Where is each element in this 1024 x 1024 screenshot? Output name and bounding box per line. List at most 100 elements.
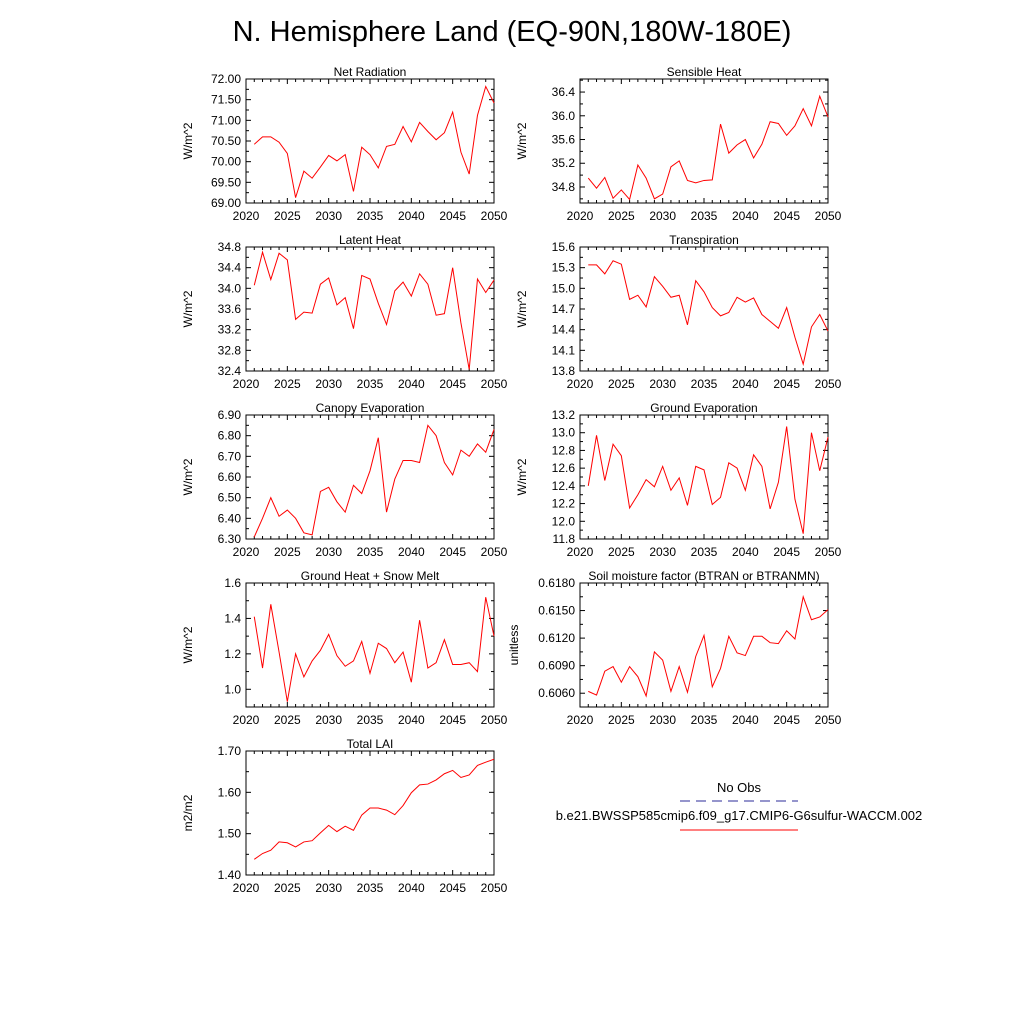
y-tick-label: 1.70 — [218, 744, 242, 758]
y-tick-label: 13.0 — [552, 426, 576, 440]
x-tick-label: 2040 — [732, 545, 759, 559]
x-tick-label: 2030 — [315, 209, 342, 223]
x-tick-label: 2020 — [233, 713, 260, 727]
y-axis-label: unitless — [507, 625, 521, 666]
x-tick-label: 2045 — [439, 209, 466, 223]
y-tick-label: 14.1 — [552, 343, 576, 357]
x-tick-label: 2050 — [815, 545, 842, 559]
panel-title: Ground Evaporation — [650, 401, 757, 415]
x-tick-label: 2045 — [773, 377, 800, 391]
panel-5: Ground Evaporation 2020 2025 2030 2035 2040 20… — [515, 401, 842, 559]
y-tick-label: 12.4 — [552, 479, 576, 493]
y-tick-label: 13.2 — [552, 408, 576, 422]
series-line — [587, 426, 829, 534]
y-tick-label: 6.40 — [218, 511, 242, 525]
x-tick-label: 2040 — [398, 713, 425, 727]
x-tick-label: 2030 — [649, 713, 676, 727]
y-tick-label: 33.2 — [218, 323, 242, 337]
x-tick-label: 2025 — [274, 713, 301, 727]
x-tick-label: 2025 — [274, 209, 301, 223]
panels: Net Radiation 2020 2025 2030 2035 2040 2045 205… — [181, 65, 842, 895]
y-axis-label: W/m^2 — [515, 122, 529, 159]
y-tick-label: 14.4 — [552, 323, 576, 337]
x-tick-label: 2035 — [691, 713, 718, 727]
legend-label-no-obs: No Obs — [717, 780, 762, 795]
x-tick-label: 2020 — [233, 377, 260, 391]
x-tick-label: 2020 — [567, 545, 594, 559]
x-tick-label: 2020 — [567, 209, 594, 223]
y-tick-label: 14.7 — [552, 302, 576, 316]
x-tick-label: 2035 — [357, 545, 384, 559]
y-tick-label: 6.80 — [218, 429, 242, 443]
x-tick-label: 2025 — [608, 713, 635, 727]
x-tick-label: 2030 — [649, 377, 676, 391]
y-tick-label: 12.2 — [552, 497, 576, 511]
x-tick-label: 2030 — [649, 209, 676, 223]
y-tick-label: 72.00 — [211, 72, 241, 86]
x-tick-label: 2020 — [567, 377, 594, 391]
x-tick-label: 2040 — [732, 713, 759, 727]
y-axis-label: W/m^2 — [181, 290, 195, 327]
x-tick-label: 2050 — [815, 713, 842, 727]
series-line — [253, 758, 495, 860]
panel-title: Sensible Heat — [667, 65, 742, 79]
x-tick-label: 2045 — [773, 209, 800, 223]
y-tick-label: 69.00 — [211, 196, 241, 210]
panel-8: Total LAI 2020 2025 2030 2035 2040 2045 2050 1.4… — [181, 737, 508, 895]
y-tick-label: 12.6 — [552, 461, 576, 475]
y-tick-label: 12.0 — [552, 514, 576, 528]
figure-title: N. Hemisphere Land (EQ-90N,180W-180E) — [233, 16, 792, 48]
x-tick-label: 2050 — [481, 377, 508, 391]
y-tick-label: 6.60 — [218, 470, 242, 484]
x-tick-label: 2035 — [357, 209, 384, 223]
x-tick-label: 2020 — [233, 209, 260, 223]
y-tick-label: 34.4 — [218, 261, 242, 275]
x-tick-label: 2030 — [315, 545, 342, 559]
panel-title: Latent Heat — [339, 233, 402, 247]
y-tick-label: 1.50 — [218, 827, 242, 841]
y-tick-label: 0.6090 — [538, 659, 575, 673]
x-tick-label: 2040 — [398, 209, 425, 223]
y-tick-label: 0.6180 — [538, 576, 575, 590]
x-tick-label: 2025 — [274, 881, 301, 895]
x-tick-label: 2040 — [398, 881, 425, 895]
x-tick-label: 2035 — [357, 881, 384, 895]
x-tick-label: 2045 — [439, 377, 466, 391]
y-axis-label: m2/m2 — [181, 794, 195, 831]
x-tick-label: 2035 — [357, 713, 384, 727]
x-tick-label: 2050 — [481, 545, 508, 559]
panel-0: Net Radiation 2020 2025 2030 2035 2040 2045 205… — [181, 65, 508, 223]
x-tick-label: 2030 — [315, 713, 342, 727]
x-tick-label: 2020 — [567, 713, 594, 727]
series-line — [253, 424, 495, 538]
panel-title: Canopy Evaporation — [316, 401, 425, 415]
panel-4: Canopy Evaporation 2020 2025 2030 2035 2040 20… — [181, 401, 508, 559]
x-tick-label: 2035 — [691, 545, 718, 559]
y-tick-label: 0.6060 — [538, 686, 575, 700]
y-tick-label: 35.2 — [552, 156, 576, 170]
x-tick-label: 2020 — [233, 545, 260, 559]
y-tick-label: 33.6 — [218, 302, 242, 316]
x-tick-label: 2045 — [773, 545, 800, 559]
panel-title: Total LAI — [347, 737, 394, 751]
series-line — [253, 597, 495, 702]
y-tick-label: 36.4 — [552, 85, 576, 99]
y-tick-label: 15.6 — [552, 240, 576, 254]
x-tick-label: 2050 — [481, 881, 508, 895]
y-tick-label: 70.50 — [211, 134, 241, 148]
y-tick-label: 71.00 — [211, 113, 241, 127]
y-tick-label: 12.8 — [552, 443, 576, 457]
y-tick-label: 1.6 — [224, 576, 241, 590]
x-tick-label: 2035 — [691, 377, 718, 391]
x-tick-label: 2030 — [315, 377, 342, 391]
panel-6: Ground Heat + Snow Melt 2020 2025 2030 2035 2… — [181, 569, 508, 727]
y-tick-label: 15.0 — [552, 281, 576, 295]
panel-title: Net Radiation — [334, 65, 407, 79]
x-tick-label: 2025 — [608, 209, 635, 223]
y-tick-label: 32.8 — [218, 343, 242, 357]
x-tick-label: 2025 — [608, 545, 635, 559]
x-tick-label: 2045 — [439, 545, 466, 559]
x-tick-label: 2035 — [357, 377, 384, 391]
